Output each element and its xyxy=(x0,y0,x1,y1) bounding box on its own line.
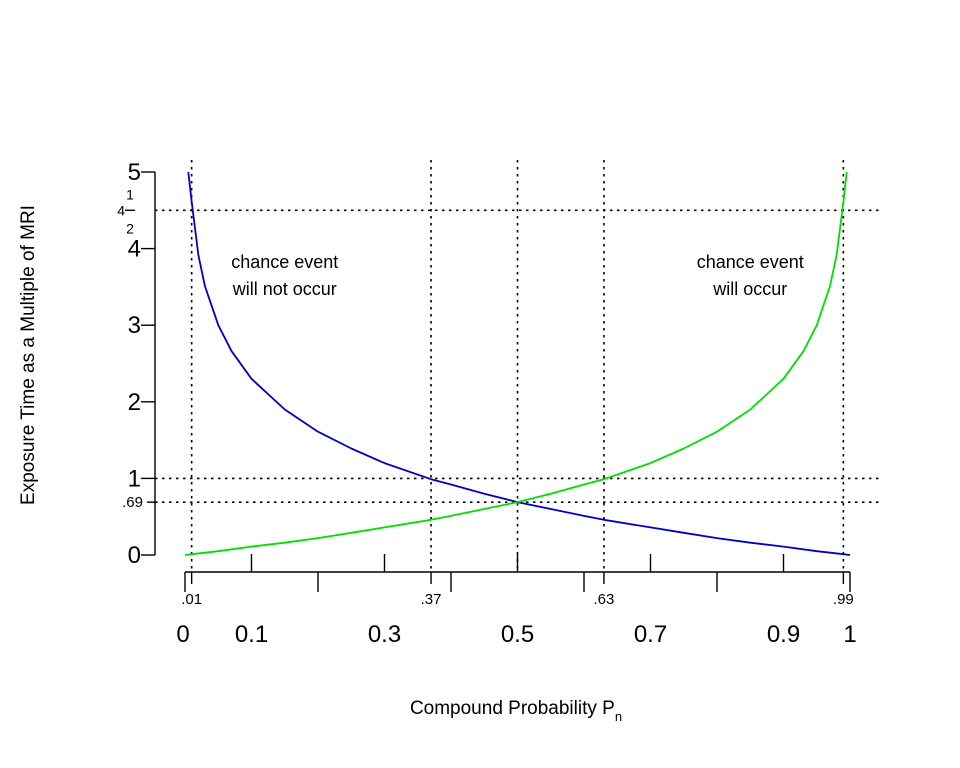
annotation-text: will occur xyxy=(712,279,787,299)
y-axis-title: Exposure Time as a Multiple of MRI xyxy=(18,205,39,505)
series-line-2 xyxy=(184,171,848,556)
x-minor-tick-label: .99 xyxy=(833,591,854,608)
annotation-text: chance event xyxy=(231,252,338,272)
y-fraction-denominator: 2 xyxy=(126,220,134,236)
series-layer xyxy=(184,171,851,556)
y-tick-label: 2 xyxy=(128,389,141,416)
annotation-text: chance event xyxy=(697,252,804,272)
x-tick-label: 1 xyxy=(843,621,856,648)
x-tick-label: 0 xyxy=(176,621,189,648)
x-tick-label: 0.7 xyxy=(634,621,667,648)
y-tick-label: 3 xyxy=(128,312,141,339)
y-tick-label: 5 xyxy=(128,159,141,186)
x-tick-label: 0.9 xyxy=(767,621,800,648)
x-minor-tick-label: .63 xyxy=(594,591,615,608)
x-axis-title-main: Compound Probability P xyxy=(410,698,615,719)
y-minor-tick-label: .69 xyxy=(122,494,143,511)
y-tick-label: 1 xyxy=(128,465,141,492)
y-tick-label: 0 xyxy=(128,542,141,569)
x-tick-label: 0.1 xyxy=(235,621,268,648)
annotations: chance event will not occur chance event wi… xyxy=(231,252,804,299)
annotation-text: will not occur xyxy=(232,279,337,299)
x-axis-title: Compound Probability Pn xyxy=(410,698,622,724)
x-minor-tick-label: .37 xyxy=(421,591,442,608)
x-minor-tick-label: .01 xyxy=(181,591,202,608)
y-fraction-numerator: 1 xyxy=(126,186,134,202)
reference-lines xyxy=(155,160,880,572)
y-fraction-whole: 4 xyxy=(117,202,125,218)
x-axis-title-subscript: n xyxy=(615,709,622,724)
x-axis: .01 .37 .63 .99 0 0.1 0.3 0.5 0.7 0.9 1 xyxy=(176,554,857,648)
x-tick-label: 0.5 xyxy=(501,621,534,648)
series-line-1 xyxy=(187,171,851,556)
x-tick-label: 0.3 xyxy=(368,621,401,648)
y-tick-label: 4 xyxy=(128,236,141,263)
